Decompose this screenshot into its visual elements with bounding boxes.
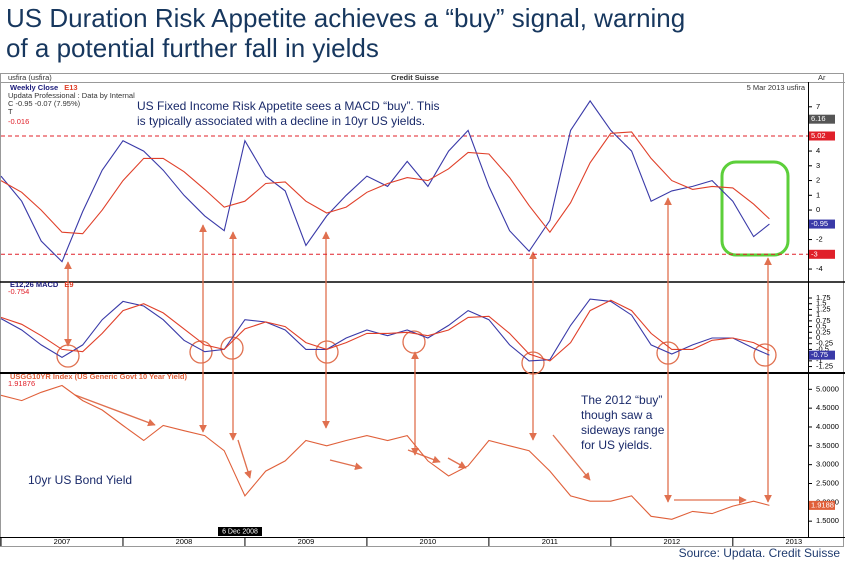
series-line (0, 131, 770, 235)
x-tick-label: 2013 (785, 537, 802, 546)
readout: -0.754 (8, 287, 29, 296)
legend-label: USGG10YR Index (US Generic Govt 10 Year … (10, 372, 188, 381)
x-tick-label: 2008 (176, 537, 193, 546)
y-tick-label: -1 (816, 356, 823, 365)
value-label: -0.95 (811, 219, 828, 228)
header-right: 5 Mar 2013 usfira (747, 83, 806, 92)
y-tick-label: 1.25 (816, 304, 831, 313)
value-label: -3 (811, 249, 818, 258)
value-box (809, 500, 835, 510)
legend-label: Weekly Close (10, 83, 58, 92)
value-label: 6.16 (811, 114, 826, 123)
annotation: The 2012 “buy” (581, 393, 662, 407)
y-tick-label: 4 (816, 146, 820, 155)
annotation: though saw a (581, 408, 653, 422)
legend-label: E9 (64, 280, 73, 289)
title-line: US Duration Risk Appetite achieves a “bu… (6, 3, 685, 33)
value-box (809, 249, 835, 259)
y-tick-label: -0.25 (816, 339, 833, 348)
y-tick-label: 1.75 (816, 293, 831, 302)
title-line: of a potential further fall in yields (6, 33, 379, 63)
value-box (809, 131, 835, 141)
x-tick-label: 2007 (54, 537, 71, 546)
y-tick-label: 0.75 (816, 316, 831, 325)
y-tick-label: -2 (816, 235, 823, 244)
value-box (809, 219, 835, 229)
y-tick-label: 1.5000 (816, 516, 839, 525)
y-tick-label: 1.5 (816, 299, 826, 308)
y-tick-label: 3 (816, 161, 820, 170)
y-tick-label: 1 (816, 190, 820, 199)
x-tick-label: 2011 (542, 537, 558, 546)
y-tick-label: -4 (816, 264, 823, 273)
y-tick-label: 7 (816, 102, 820, 111)
y-tick-label: 2.5000 (816, 478, 839, 487)
annotation: for US yields. (581, 438, 652, 452)
value-box (809, 114, 835, 124)
header-left: usfira (usfira) (8, 73, 52, 82)
x-tick-label: 2010 (420, 537, 437, 546)
series-line (0, 299, 770, 362)
value-label: 5.02 (811, 131, 826, 140)
legend-label: E13 (64, 83, 77, 92)
readout: -0.016 (8, 117, 29, 126)
legend-label: E12,26 MACD (10, 280, 59, 289)
x-tick-label: 2012 (663, 537, 680, 546)
y-tick-label: 0.5 (816, 322, 826, 331)
y-tick-label: 2 (816, 176, 820, 185)
y-tick-label: -0.5 (816, 344, 829, 353)
series-line (0, 384, 770, 520)
info-line: T (8, 107, 13, 116)
annotation: is typically associated with a decline i… (137, 114, 425, 128)
arrows (56, 160, 790, 504)
y-tick-label: 5.0000 (816, 384, 839, 393)
chart-frame (0, 73, 844, 547)
y-tick-label: 4.5000 (816, 403, 839, 412)
value-label: -0.75 (811, 350, 828, 359)
source: Source: Updata. Credit Suisse (679, 546, 841, 560)
annotation: sideways range (581, 423, 665, 437)
y-tick-label: -1.25 (816, 362, 833, 371)
y-tick-label: 0.25 (816, 327, 831, 336)
date-marker-box (218, 527, 262, 536)
y-tick-label: 0 (816, 205, 820, 214)
y-tick-label: 4.0000 (816, 422, 839, 431)
header-center: Credit Suisse (391, 73, 439, 82)
annotation: US Fixed Income Risk Appetite sees a MAC… (137, 99, 440, 113)
series-line (0, 298, 770, 362)
y-tick-label: 3.5000 (816, 441, 839, 450)
header-corner: Ar (818, 73, 826, 82)
annotation: 10yr US Bond Yield (28, 473, 132, 487)
y-tick-label: 1 (816, 310, 820, 319)
value-label: 1.9188 (811, 500, 834, 509)
info-line: Updata Professional : Data by Internal (8, 91, 135, 100)
series-line (0, 99, 770, 263)
y-tick-label: 0 (816, 333, 820, 342)
info-line: C -0.95 -0.07 (7.95%) (8, 99, 81, 108)
date-marker: 6 Dec 2008 (222, 528, 258, 535)
readout: 1.91876 (8, 379, 35, 388)
value-box (809, 350, 835, 360)
x-tick-label: 2009 (298, 537, 315, 546)
y-tick-label: 3.0000 (816, 460, 839, 469)
